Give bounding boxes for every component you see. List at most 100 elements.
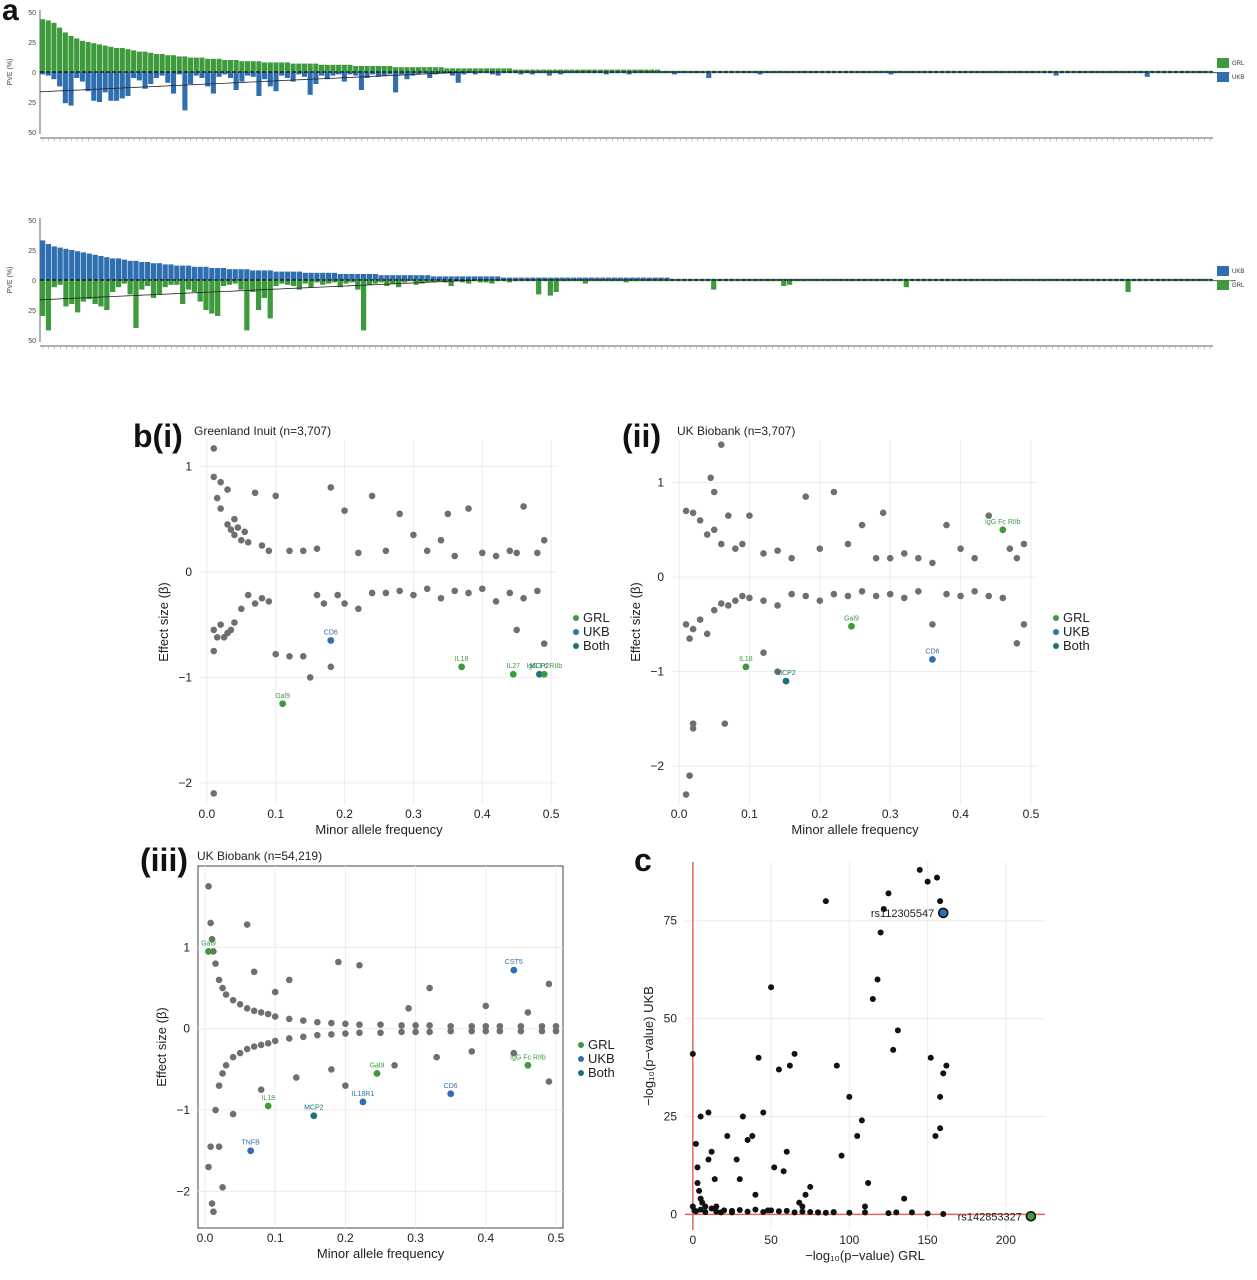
data-point [927,1054,934,1061]
data-point [207,1143,214,1150]
data-point [1020,621,1028,628]
bar-grl [360,280,367,331]
bar-ukb [1113,278,1120,280]
point-label: IL27 [506,663,520,670]
bar-ukb [284,72,290,78]
legend-swatch-ukb [1217,72,1229,82]
data-point [258,594,266,602]
data-point [213,633,221,641]
bar-ukb [874,278,880,280]
bar-ukb [1166,278,1172,280]
bar-grl [734,280,740,282]
data-point [210,790,218,797]
point-label: TNFB [242,1140,261,1147]
legend-dot-both [578,1070,584,1076]
bar-ukb [1084,278,1090,280]
data-point [733,1156,740,1163]
data-point [285,1035,293,1042]
bar-grl [489,68,495,72]
data-point [703,630,711,638]
data-point [412,1028,419,1036]
data-point [314,1031,321,1039]
bar-ukb [174,265,180,280]
data-point [739,540,746,548]
bar-ukb [370,72,376,75]
data-point [880,905,887,912]
bar-grl [569,69,575,72]
bar-ukb [617,277,623,280]
data-point [1020,540,1028,548]
data-point [924,1210,931,1217]
bar-grl [427,67,433,72]
bar-grl [932,280,939,282]
data-point [426,1028,433,1036]
data-point [222,991,230,998]
bar-grl [145,280,151,286]
bar-ukb [349,274,355,280]
highlighted-point [205,948,212,955]
bar-ukb [168,264,174,280]
bar-ukb [529,72,535,75]
bar-chart-a-top: 50 25 0 25 50 PVE (%) GRL UKB [7,10,1245,141]
bar-ukb [165,72,171,83]
bar-grl [672,70,678,72]
panel-label-b-iii: (iii) [140,842,188,878]
bar-grl [1230,280,1236,282]
data-point [872,592,880,600]
bar-grl [1078,280,1085,282]
bar-ukb [62,72,68,104]
bar-ukb [536,277,542,280]
bar-ukb [546,72,552,76]
data-point [768,1207,775,1214]
bar-grl [467,68,473,72]
bar-ukb [336,72,342,75]
bar-grl [421,67,427,72]
data-point [689,725,697,732]
bar-ukb [290,271,297,280]
highlighted-point [782,677,790,685]
data-point [732,545,739,553]
y-tick-label: 0 [32,278,36,285]
bar-grl [347,64,353,72]
x-tick-label: 0.3 [405,807,422,821]
bar-grl [693,280,699,282]
data-point [901,1195,908,1202]
bar-ukb [279,72,285,76]
bar-grl [1049,280,1055,282]
data-point [937,1093,944,1100]
data-point [328,1031,335,1038]
data-point [721,720,729,727]
legend-dot-ukb [573,629,579,635]
bar-ukb [431,276,437,280]
bar-grl [121,280,127,284]
data-point [524,1009,532,1016]
data-point [752,1206,759,1213]
bar-grl [250,61,256,72]
bar-ukb [565,277,571,280]
bar-grl [349,280,355,283]
bar-ukb [387,72,393,75]
data-point [229,1110,237,1118]
legend-swatch-ukb [1217,266,1229,276]
bar-grl [660,70,666,72]
bar-grl [185,280,192,290]
y-tick-label: 0 [670,1207,677,1221]
data-point [271,1013,279,1020]
bar-ukb [1119,278,1125,280]
bar-ukb [193,72,199,76]
bar-ukb [410,72,416,76]
data-point [356,1021,363,1028]
bar-grl [886,280,892,282]
bar-ukb [705,278,711,280]
bar-grl [609,69,615,72]
bar-grl [1166,280,1172,282]
data-point [506,589,514,597]
bar-grl [956,280,962,282]
data-point [478,549,486,557]
data-point [697,1206,704,1213]
bar-grl [757,280,764,282]
bar-grl [180,280,186,304]
bar-ukb [393,72,399,93]
bar-ukb [880,278,886,280]
bar-grl [483,280,489,283]
